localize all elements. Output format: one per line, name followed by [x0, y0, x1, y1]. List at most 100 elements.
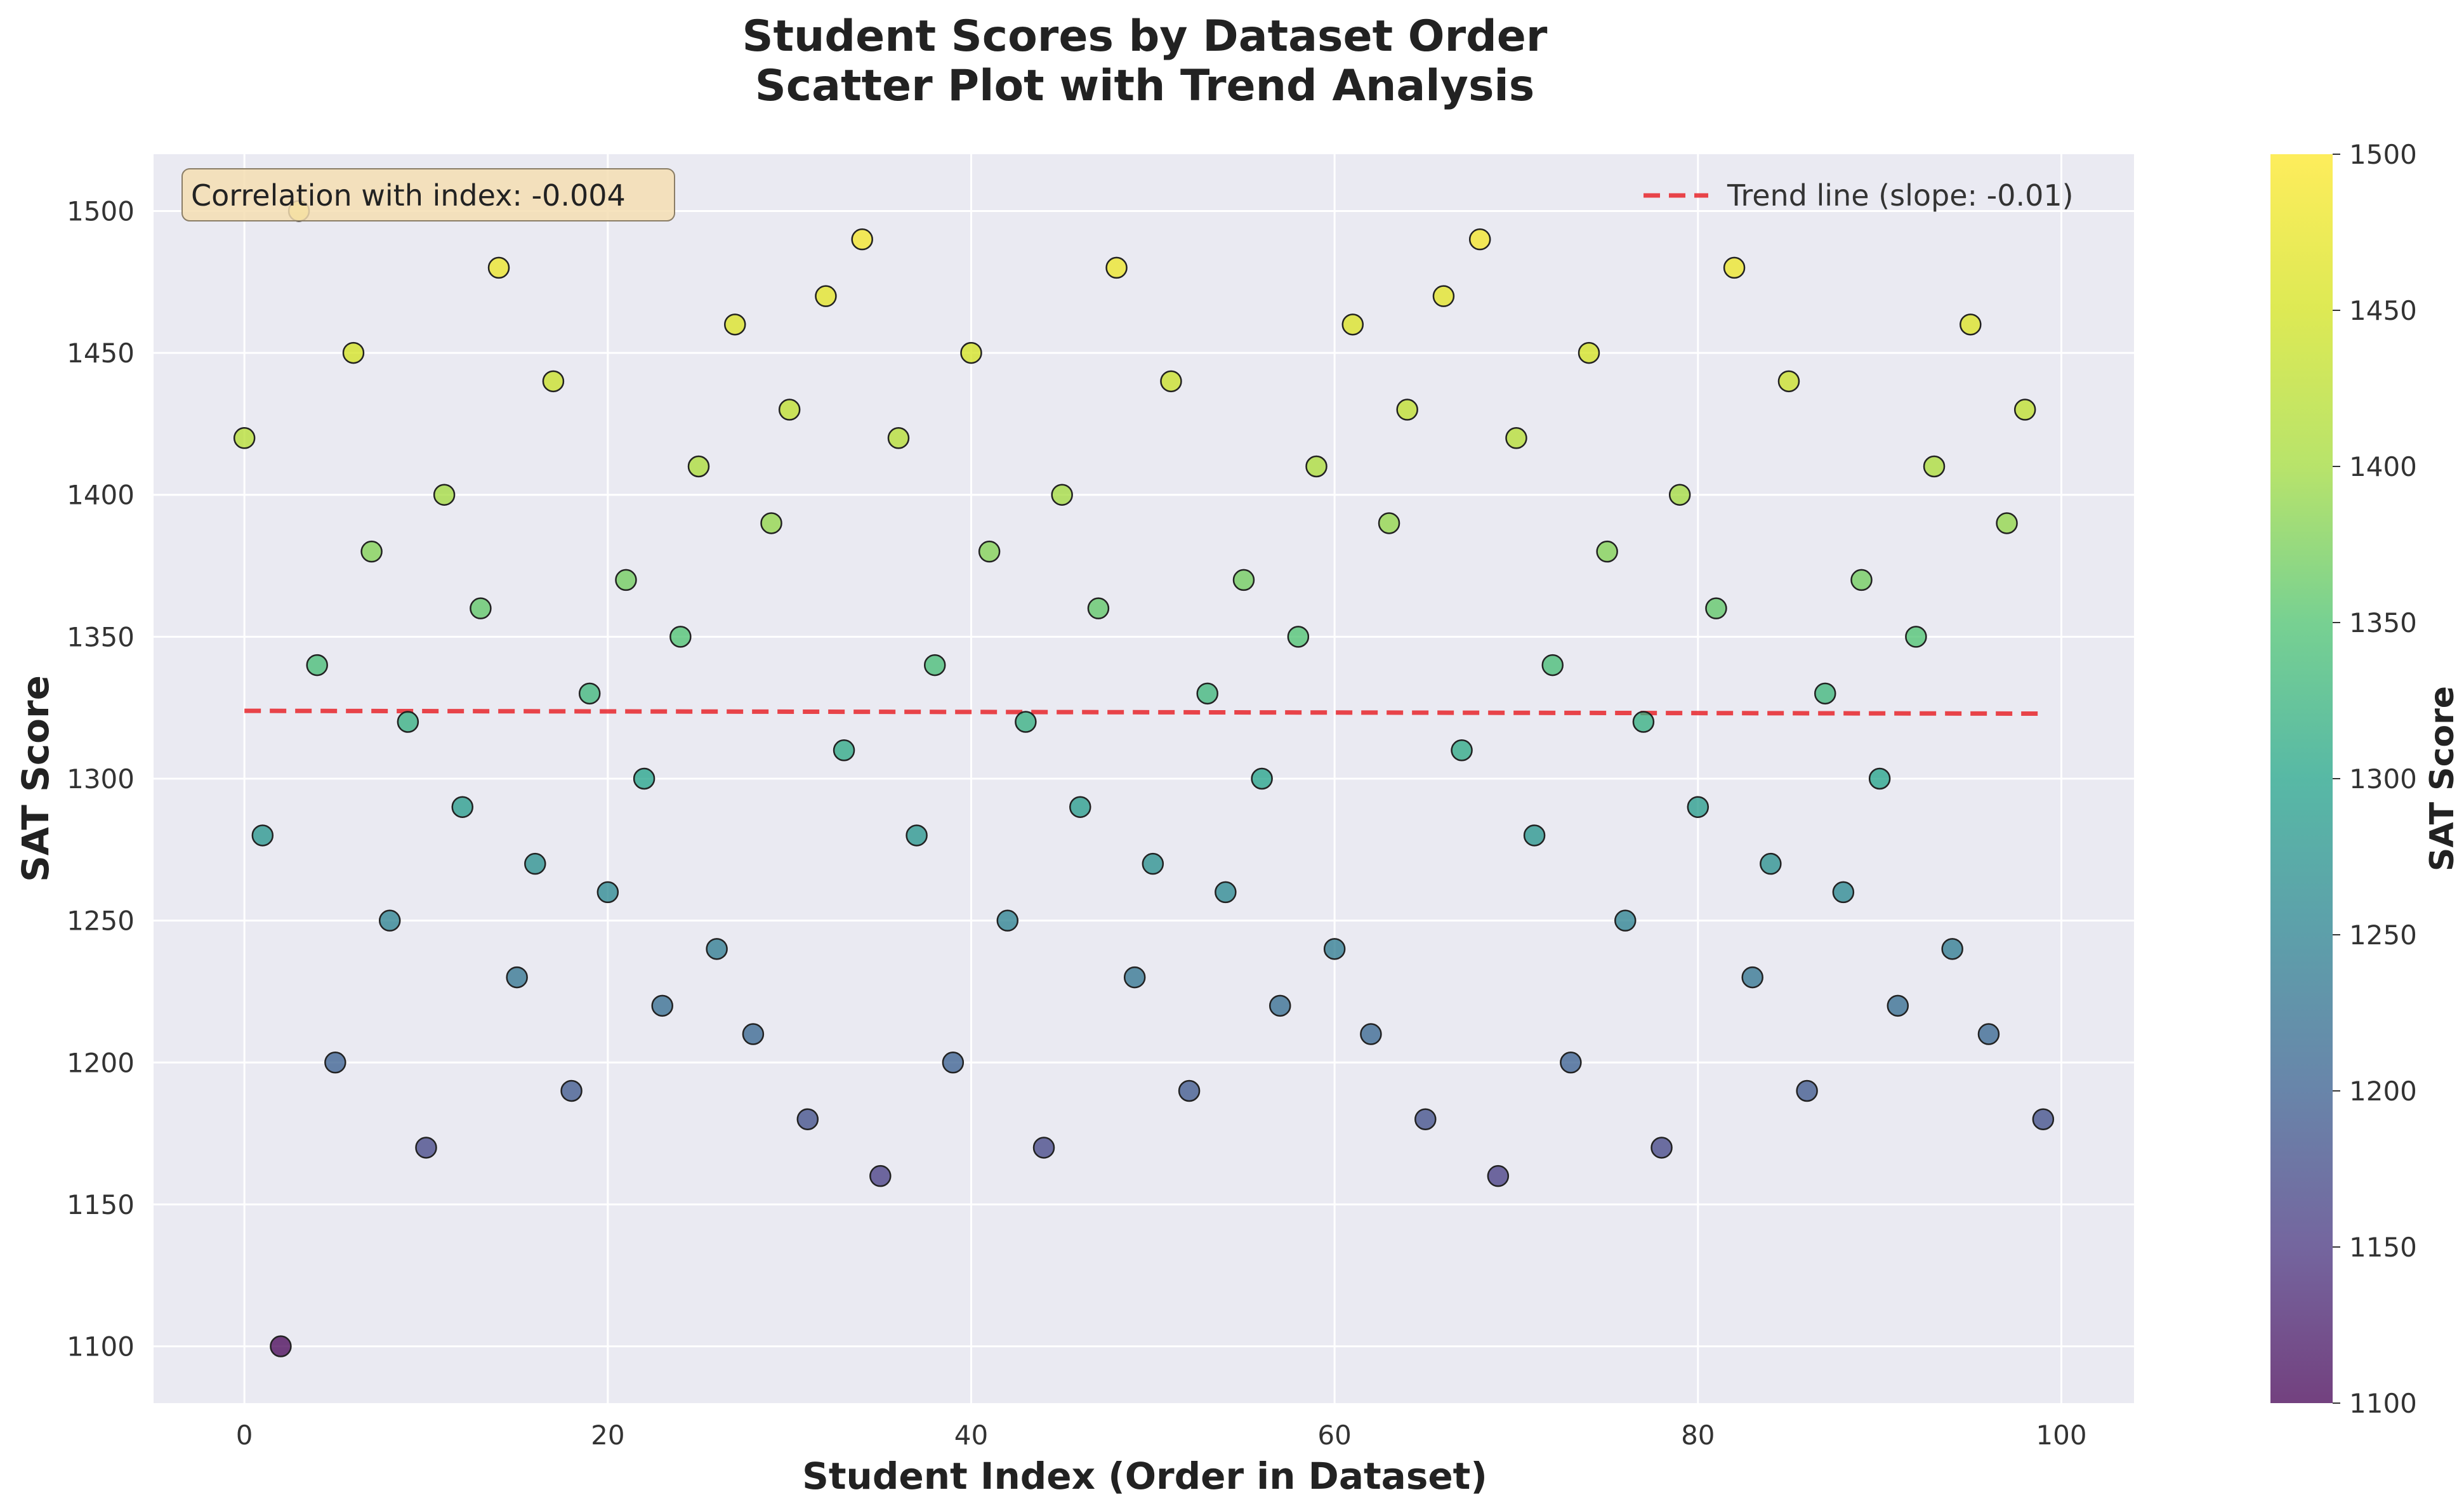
colorbar-tick-label: 1500	[2349, 139, 2417, 170]
annotation-text: Correlation with index: -0.004	[191, 178, 626, 213]
data-point	[1432, 285, 1455, 307]
data-point	[1251, 767, 1273, 790]
data-point	[1468, 228, 1491, 251]
data-point	[1268, 994, 1291, 1017]
data-point	[1850, 569, 1873, 591]
data-point	[1977, 1023, 2000, 1045]
data-point	[1123, 966, 1146, 989]
data-point	[1323, 938, 1346, 960]
data-point	[1814, 682, 1836, 705]
data-point	[596, 881, 619, 904]
data-point	[342, 341, 365, 364]
data-point	[1741, 966, 1763, 989]
x-tick-label: 60	[1317, 1420, 1351, 1451]
data-point	[706, 938, 728, 960]
data-point	[1142, 852, 1164, 875]
colorbar-tick-label: 1350	[2349, 607, 2417, 638]
data-point	[1632, 711, 1655, 733]
correlation-annotation: Correlation with index: -0.004	[181, 168, 675, 221]
data-point	[1668, 484, 1691, 506]
data-point	[615, 569, 637, 591]
y-axis-ticks: 1100 1150 1200 1250 1300 1350 1400 1450 1500	[67, 195, 135, 1362]
data-point	[397, 711, 419, 733]
data-point	[1032, 1137, 1055, 1159]
data-point	[778, 399, 801, 421]
chart-subtitle: Scatter Plot with Trend Analysis	[755, 61, 1534, 111]
data-point	[815, 285, 837, 307]
data-point	[1578, 341, 1600, 364]
data-point	[669, 626, 692, 648]
data-point	[651, 994, 673, 1017]
data-point	[378, 909, 401, 932]
data-point	[1941, 938, 1963, 960]
data-point	[1705, 597, 1727, 619]
data-point	[2032, 1108, 2055, 1130]
data-point	[633, 767, 656, 790]
data-point	[1596, 540, 1618, 563]
colorbar-tick-label: 1200	[2349, 1076, 2417, 1107]
annotation-box	[181, 168, 675, 221]
x-axis-label: Student Index (Order in Dataset)	[802, 1455, 1487, 1498]
data-point	[1505, 427, 1527, 449]
data-point	[1232, 569, 1255, 591]
data-point	[1414, 1108, 1437, 1130]
data-point	[524, 852, 546, 875]
trend-line	[244, 708, 2043, 716]
data-point	[1215, 881, 1237, 904]
chart-title: Student Scores by Dataset Order	[742, 11, 1548, 62]
x-tick-label: 40	[954, 1420, 988, 1451]
data-point	[851, 228, 873, 251]
colorbar-tick-label: 1150	[2349, 1232, 2417, 1263]
colorbar-tick-label: 1450	[2349, 295, 2417, 326]
data-point	[451, 796, 474, 818]
data-point	[1887, 994, 1909, 1017]
x-tick-label: 80	[1681, 1420, 1715, 1451]
colorbar-tick-label: 1100	[2349, 1388, 2417, 1419]
data-point	[1777, 370, 1800, 393]
y-tick-label: 1200	[67, 1047, 135, 1078]
data-point	[1178, 1079, 1201, 1102]
data-point	[1341, 313, 1364, 336]
data-point	[1923, 455, 1946, 478]
data-point	[796, 1108, 819, 1130]
y-tick-label: 1300	[67, 763, 135, 795]
data-point	[742, 1023, 765, 1045]
data-point	[1378, 512, 1400, 534]
data-point	[2013, 399, 2036, 421]
data-point	[1305, 455, 1328, 478]
data-point	[1560, 1052, 1582, 1074]
data-point	[324, 1052, 346, 1074]
colorbar-label: SAT Score	[2423, 686, 2461, 871]
data-point	[415, 1137, 437, 1159]
data-point	[1105, 256, 1128, 279]
data-point	[1451, 739, 1473, 762]
data-points	[233, 200, 2055, 1357]
data-point	[542, 370, 565, 393]
y-axis-label: SAT Score	[14, 675, 57, 882]
colorbar-tick-label: 1400	[2349, 451, 2417, 482]
data-point	[1905, 626, 1927, 648]
data-point	[1687, 796, 1710, 818]
x-axis-ticks: 0 20 40 60 80 100	[236, 1420, 2087, 1451]
data-point	[560, 1079, 583, 1102]
y-tick-label: 1100	[67, 1331, 135, 1363]
colorbar-tick-label: 1300	[2349, 763, 2417, 795]
data-point	[306, 654, 328, 676]
data-point	[1287, 626, 1310, 648]
x-tick-label: 0	[236, 1420, 253, 1451]
data-point	[470, 597, 492, 619]
x-tick-label: 20	[591, 1420, 624, 1451]
data-point	[578, 682, 601, 705]
data-point	[1796, 1079, 1818, 1102]
data-point	[942, 1052, 965, 1074]
data-point	[1760, 852, 1782, 875]
data-point	[724, 313, 746, 336]
data-point	[1160, 370, 1182, 393]
data-point	[960, 341, 982, 364]
data-point	[1614, 909, 1637, 932]
data-point	[869, 1165, 892, 1187]
data-point	[1087, 597, 1110, 619]
colorbar-tick-label: 1250	[2349, 920, 2417, 951]
data-point	[1015, 711, 1037, 733]
